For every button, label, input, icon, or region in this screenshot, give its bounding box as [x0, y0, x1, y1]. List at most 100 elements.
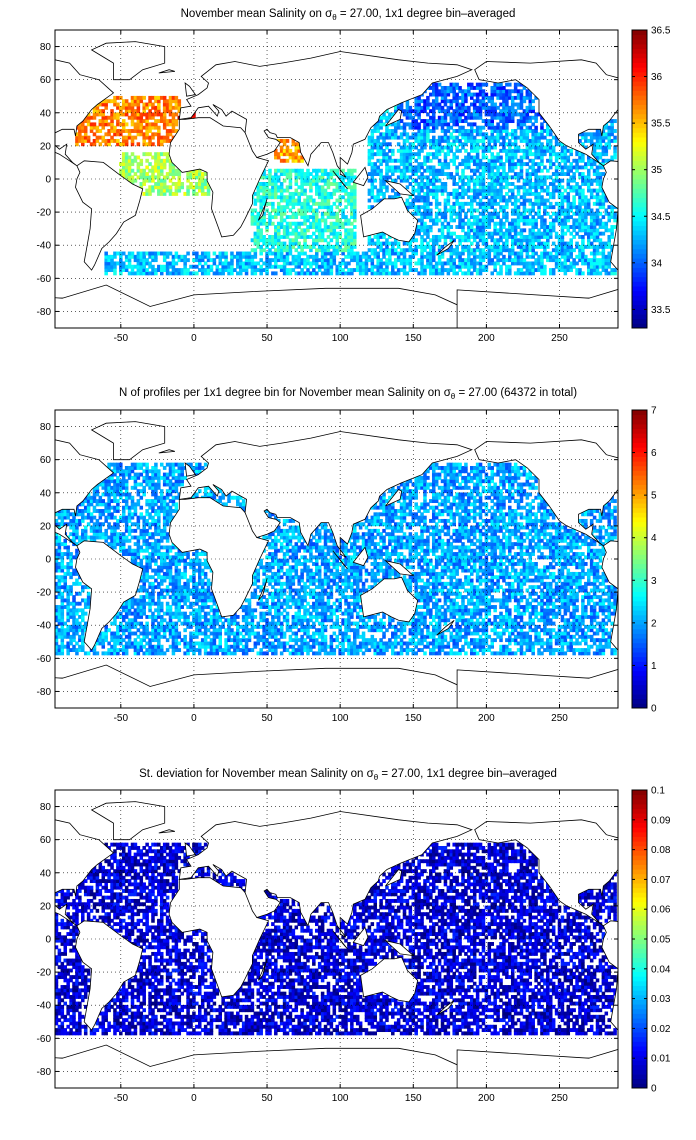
heatmap-cell — [408, 261, 413, 266]
heatmap-cell — [157, 268, 161, 273]
heatmap-cell — [151, 175, 155, 180]
heatmap-cell — [148, 188, 152, 193]
heatmap-cell — [171, 105, 176, 110]
heatmap-cell — [604, 225, 609, 229]
heatmap-cell — [490, 129, 495, 133]
heatmap-cell — [551, 182, 556, 186]
heatmap-cell — [510, 95, 515, 100]
heatmap-cell — [195, 175, 199, 180]
heatmap-cell — [516, 258, 521, 263]
heatmap-cell — [341, 195, 345, 200]
heatmap-cell — [464, 99, 468, 104]
heatmap-cell — [449, 251, 454, 256]
heatmap-cell — [499, 132, 503, 137]
heatmap-cell — [159, 112, 164, 117]
heatmap-cell — [314, 271, 319, 276]
heatmap-cell — [107, 254, 111, 259]
heatmap-cell — [171, 268, 176, 273]
heatmap-cell — [253, 221, 258, 226]
heatmap-cell — [589, 215, 594, 220]
heatmap-cell — [426, 122, 430, 127]
heatmap-cell — [370, 152, 375, 157]
heatmap-cell — [276, 155, 281, 160]
heatmap-cell — [411, 191, 416, 196]
heatmap-cell — [543, 205, 547, 210]
heatmap-cell — [385, 261, 389, 266]
heatmap-cell — [326, 228, 331, 233]
heatmap-cell — [528, 95, 533, 100]
heatmap-cell — [452, 208, 456, 213]
heatmap-cell — [502, 109, 506, 114]
heatmap-cell — [113, 112, 117, 117]
heatmap-cell — [259, 268, 263, 273]
heatmap-cell — [417, 228, 421, 233]
heatmap-cell — [502, 221, 506, 226]
heatmap-cell — [478, 225, 483, 229]
heatmap-cell — [496, 258, 500, 263]
heatmap-cell — [417, 271, 421, 276]
heatmap-cell — [221, 651, 225, 656]
heatmap-cell — [151, 125, 155, 130]
heatmap-cell — [124, 268, 129, 273]
heatmap-cell — [168, 178, 173, 183]
heatmap-cell — [607, 264, 611, 269]
heatmap-cell — [595, 218, 600, 223]
heatmap-cell — [335, 221, 339, 226]
heatmap-cell — [107, 122, 111, 127]
heatmap-cell — [598, 241, 603, 246]
heatmap-cell — [265, 271, 269, 276]
colorbar-segment — [632, 104, 647, 110]
heatmap-cell — [531, 225, 535, 229]
heatmap-cell — [516, 244, 521, 249]
heatmap-cell — [475, 191, 480, 196]
heatmap-cell — [499, 102, 503, 107]
heatmap-cell — [312, 651, 316, 656]
heatmap-cell — [376, 198, 380, 203]
heatmap-cell — [341, 241, 345, 246]
colorbar-tick-label: 35.5 — [651, 119, 671, 130]
heatmap-cell — [519, 218, 524, 223]
heatmap-cell — [145, 112, 149, 117]
heatmap-cell — [429, 211, 433, 216]
heatmap-cell — [151, 142, 155, 147]
heatmap-cell — [344, 172, 348, 176]
heatmap-cell — [177, 105, 182, 110]
heatmap-cell — [198, 651, 202, 656]
heatmap-cell — [60, 648, 65, 653]
heatmap-cell — [329, 228, 334, 233]
heatmap-cell — [519, 165, 524, 170]
heatmap-cell — [145, 119, 149, 124]
heatmap-cell — [434, 92, 439, 97]
heatmap-cell — [496, 182, 500, 186]
heatmap-cell — [133, 648, 138, 653]
heatmap-cell — [177, 268, 182, 273]
heatmap-cell — [581, 142, 585, 147]
heatmap-cell — [417, 155, 421, 160]
heatmap-cell — [364, 271, 369, 276]
heatmap-cell — [531, 248, 535, 253]
heatmap-cell — [490, 182, 495, 186]
heatmap-cell — [154, 165, 158, 170]
heatmap-cell — [396, 125, 401, 130]
heatmap-cell — [595, 215, 600, 220]
heatmap-cell — [534, 218, 538, 223]
heatmap-cell — [121, 112, 126, 117]
heatmap-cell — [78, 129, 82, 133]
heatmap-cell — [291, 241, 296, 246]
heatmap-cell — [373, 195, 378, 200]
heatmap-cell — [531, 228, 535, 233]
heatmap-cell — [385, 185, 389, 190]
heatmap-cell — [417, 152, 421, 157]
heatmap-cell — [314, 178, 319, 183]
heatmap-cell — [408, 125, 413, 130]
heatmap-cell — [285, 152, 290, 157]
heatmap-cell — [110, 122, 114, 127]
heatmap-cell — [215, 271, 220, 276]
heatmap-cell — [554, 142, 559, 147]
colorbar-segment — [632, 225, 647, 231]
heatmap-cell — [575, 168, 579, 173]
heatmap-cell — [127, 102, 132, 107]
heatmap-cell — [317, 234, 322, 239]
heatmap-cell — [148, 99, 152, 104]
heatmap-cell — [461, 218, 465, 223]
